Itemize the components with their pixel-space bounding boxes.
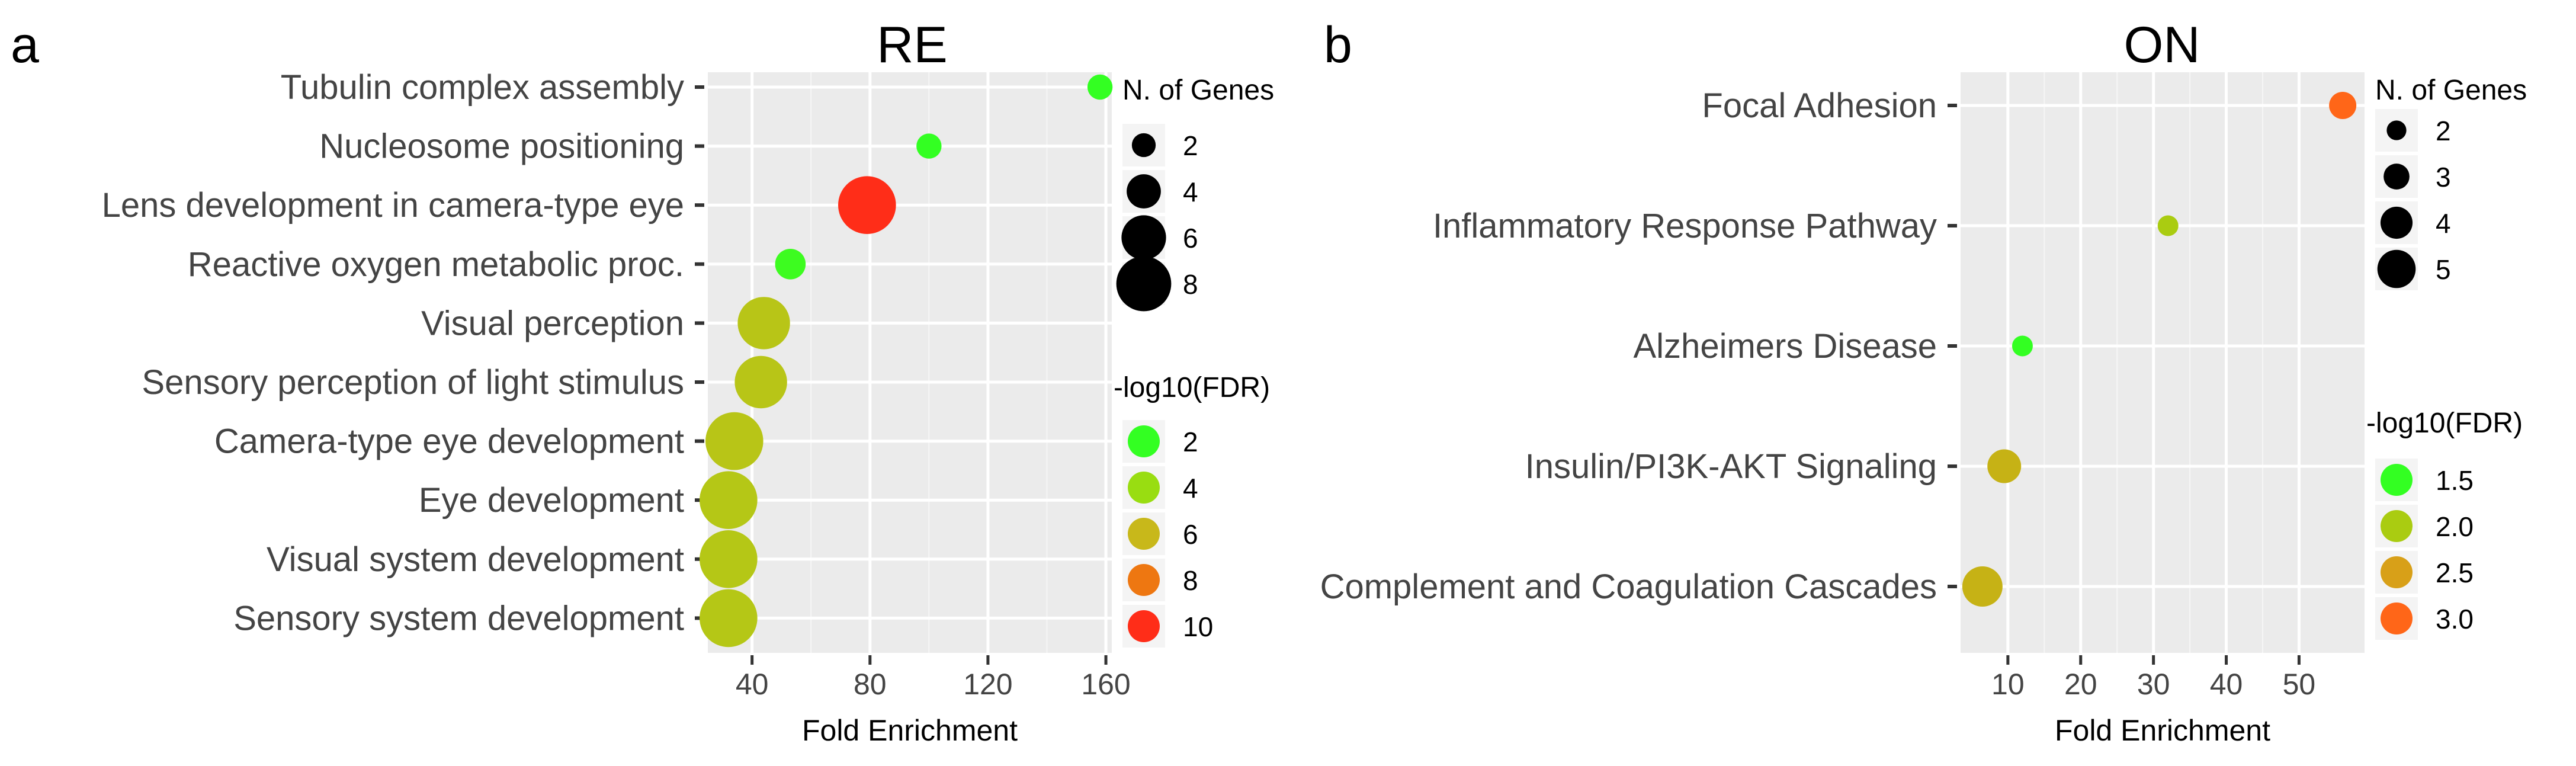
size-legend-dot xyxy=(1127,174,1161,209)
data-point xyxy=(2012,335,2033,357)
chart-title: ON xyxy=(2124,17,2200,73)
x-tick-label: 50 xyxy=(2283,668,2316,701)
size-legend-dot xyxy=(1131,133,1156,158)
data-point xyxy=(775,249,806,280)
data-point xyxy=(700,471,758,529)
color-legend-dot xyxy=(1128,518,1160,550)
color-legend-label: 6 xyxy=(1183,519,1198,550)
category-label: Inflammatory Response Pathway xyxy=(1433,207,1937,245)
size-legend-label: 6 xyxy=(1183,223,1198,254)
panel-letter: b xyxy=(1324,17,1352,73)
category-label: Tubulin complex assembly xyxy=(281,68,684,107)
panel-b: b ON Focal Adhesion Inflammatory Response P… xyxy=(1320,17,2527,747)
color-legend-dot xyxy=(1128,564,1160,596)
color-legend-dot xyxy=(2381,556,2413,588)
data-point xyxy=(1987,449,2022,483)
panel-a: a RE Tubulin complex assembly Nucleosome po… xyxy=(11,17,1274,747)
size-legend: N. of Genes 2 4 6 8 xyxy=(1116,75,1274,312)
x-tick-label: 160 xyxy=(1081,668,1130,701)
data-point xyxy=(916,133,942,159)
size-legend-label: 8 xyxy=(1183,269,1198,300)
color-legend-title: -log10(FDR) xyxy=(2366,408,2523,439)
x-tick-label: 120 xyxy=(963,668,1012,701)
panel-letter: a xyxy=(11,17,39,73)
color-legend-label: 10 xyxy=(1183,611,1213,642)
color-legend-dot xyxy=(2381,510,2413,542)
color-legend-dot xyxy=(2381,602,2413,634)
color-legend-label: 8 xyxy=(1183,565,1198,596)
color-legend-title: -log10(FDR) xyxy=(1114,372,1270,403)
data-point xyxy=(1962,566,2003,607)
data-point xyxy=(737,297,790,350)
category-label: Eye development xyxy=(419,481,684,520)
x-tick-label: 20 xyxy=(2064,668,2097,701)
color-legend-dot xyxy=(1128,425,1160,457)
color-legend-label: 3.0 xyxy=(2436,604,2474,634)
color-legend: -log10(FDR) 1.5 2.0 2.5 3.0 xyxy=(2366,408,2523,640)
color-legend-label: 2 xyxy=(1183,427,1198,457)
x-axis-title: Fold Enrichment xyxy=(802,714,1018,747)
size-legend-label: 4 xyxy=(2436,208,2451,239)
data-point xyxy=(1087,74,1113,100)
data-point xyxy=(734,355,787,409)
color-legend-dot xyxy=(2381,464,2413,496)
color-legend-dot xyxy=(1128,610,1160,642)
size-legend-dot xyxy=(1121,215,1166,260)
data-point xyxy=(700,589,758,648)
color-legend-dot xyxy=(1128,472,1160,504)
chart-title: RE xyxy=(877,17,947,73)
size-legend-dot xyxy=(2380,206,2413,239)
category-label: Visual system development xyxy=(267,540,684,579)
x-tick-label: 30 xyxy=(2137,668,2170,701)
category-label: Sensory system development xyxy=(233,599,684,637)
category-label: Camera-type eye development xyxy=(214,422,684,461)
category-label: Nucleosome positioning xyxy=(319,127,684,166)
category-label: Visual perception xyxy=(421,304,684,342)
category-label: Reactive oxygen metabolic proc. xyxy=(188,245,684,284)
plot-background xyxy=(1961,72,2365,653)
x-axis-title: Fold Enrichment xyxy=(2055,714,2270,747)
size-legend-dot xyxy=(1116,256,1172,312)
size-legend: N. of Genes 2 3 4 5 xyxy=(2375,75,2527,290)
x-tick-label: 10 xyxy=(1991,668,2025,701)
data-point xyxy=(2157,215,2179,236)
data-point xyxy=(700,530,758,588)
category-label: Alzheimers Disease xyxy=(1633,327,1937,366)
color-legend-label: 4 xyxy=(1183,473,1198,504)
color-legend: -log10(FDR) 2 4 6 8 10 xyxy=(1114,372,1270,648)
data-point xyxy=(705,412,764,470)
size-legend-label: 2 xyxy=(2436,116,2451,146)
size-legend-dot xyxy=(2383,164,2410,190)
category-label: Focal Adhesion xyxy=(1702,86,1937,125)
color-legend-label: 2.5 xyxy=(2436,557,2474,588)
size-legend-title: N. of Genes xyxy=(2375,75,2527,106)
size-legend-label: 2 xyxy=(1183,130,1198,161)
size-legend-label: 4 xyxy=(1183,177,1198,207)
x-tick-label: 40 xyxy=(2210,668,2243,701)
data-point xyxy=(2329,92,2357,119)
size-legend-title: N. of Genes xyxy=(1122,75,1274,106)
x-tick-label: 80 xyxy=(854,668,887,701)
color-legend-label: 2.0 xyxy=(2436,511,2474,542)
category-label: Insulin/PI3K-AKT Signaling xyxy=(1525,447,1937,486)
x-tick-label: 40 xyxy=(736,668,769,701)
size-legend-dot xyxy=(2386,120,2407,140)
size-legend-dot xyxy=(2377,249,2416,289)
size-legend-label: 3 xyxy=(2436,162,2451,193)
category-label: Sensory perception of light stimulus xyxy=(142,363,684,402)
category-label: Lens development in camera-type eye xyxy=(102,186,684,225)
category-label: Complement and Coagulation Cascades xyxy=(1320,568,1937,606)
color-legend-label: 1.5 xyxy=(2436,465,2474,496)
data-point xyxy=(838,176,896,235)
size-legend-label: 5 xyxy=(2436,254,2451,285)
